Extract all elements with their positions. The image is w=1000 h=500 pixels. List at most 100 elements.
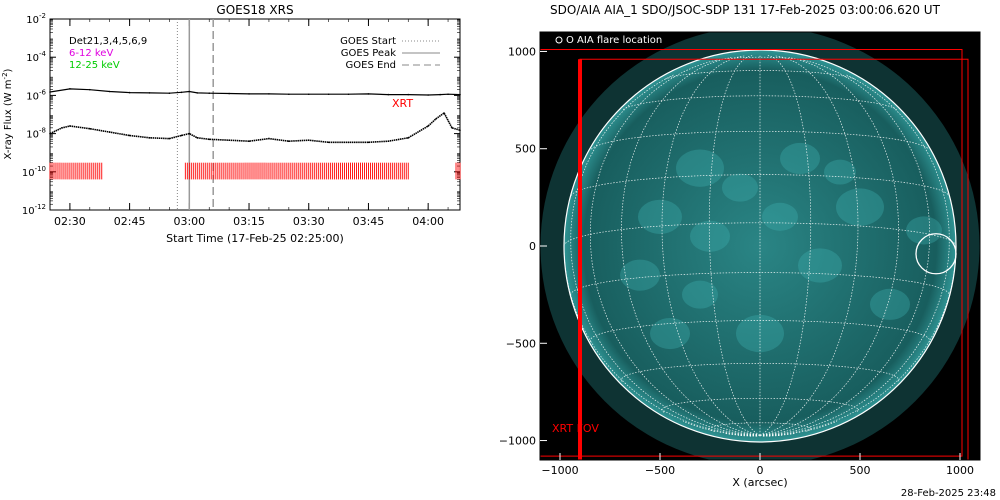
goes-data-point — [459, 93, 461, 96]
active-region-glow — [650, 317, 690, 350]
aia-x-axis-label: X (arcsec) — [732, 476, 787, 489]
goes-y-tick-exp: -8 — [39, 127, 46, 135]
goes-y-tick-exp: -10 — [35, 165, 46, 173]
goes-y-axis-label-close: ) — [3, 68, 14, 72]
goes-data-point — [89, 88, 91, 91]
goes-x-tick-label: 03:15 — [233, 215, 265, 228]
goes-x-tick-label: 03:30 — [293, 215, 325, 228]
goes-y-tick-base: 10 — [22, 168, 35, 179]
xrt-coverage-bars — [49, 162, 461, 180]
aia-axis-ticks: −1000 −500 0 500 1000 1000 500 0 −500 −1000 — [500, 45, 974, 477]
grid-meridian — [759, 55, 812, 436]
grid-meridian — [759, 55, 859, 436]
goes-y-tick-exp: -4 — [39, 50, 47, 58]
goes-event-legend-label: GOES End — [346, 60, 396, 71]
goes-y-tick-exp: -2 — [39, 12, 46, 20]
goes-x-tick-label: 02:30 — [54, 215, 86, 228]
goes-data-point — [168, 137, 171, 140]
goes-data-point — [180, 134, 183, 137]
goes-data-point — [180, 91, 183, 94]
footer-timestamp: 28-Feb-2025 23:48 — [900, 488, 996, 499]
goes-channel-legend-item: 12-25 keV — [69, 60, 120, 71]
goes-data-point — [288, 140, 290, 143]
grid-meridian — [759, 74, 950, 436]
grid-parallel — [708, 422, 812, 432]
goes-y-tick-exp: -12 — [35, 203, 46, 211]
grid-parallel — [621, 363, 899, 382]
goes-data-point — [228, 92, 230, 95]
goes-data-point — [168, 92, 171, 95]
goes-data-point — [208, 92, 211, 95]
goes-data-point — [327, 93, 330, 96]
goes-data-point — [148, 137, 151, 139]
goes-data-point — [443, 112, 445, 114]
flare-location-circle — [915, 233, 957, 275]
goes-series-line — [49, 88, 461, 96]
goes-data-point — [367, 141, 370, 144]
goes-plot-frame — [49, 18, 461, 211]
goes-data-point — [196, 92, 199, 94]
aia-x-tick-label: 500 — [850, 464, 871, 477]
active-region-glow — [690, 220, 730, 252]
goes-y-tick-base: 10 — [26, 130, 39, 141]
grid-parallel — [590, 130, 930, 150]
xrt-fov-outer — [540, 49, 963, 457]
goes-data-point — [128, 91, 131, 94]
goes-data-point — [387, 93, 390, 96]
goes-channel-legend-item: 6-12 keV — [69, 48, 113, 59]
goes-data-point — [89, 127, 91, 130]
grid-parallel — [570, 272, 950, 296]
aia-x-tick-label: −500 — [645, 464, 675, 477]
goes-data-point — [347, 93, 350, 96]
goes-y-tick-exp: -6 — [39, 88, 47, 96]
active-region-glow — [722, 173, 758, 202]
active-region-glow — [762, 202, 798, 231]
grid-meridian — [682, 420, 761, 436]
xrt-fov-label: XRT FOV — [552, 422, 599, 435]
aia-y-tick-label: 1000 — [508, 45, 536, 58]
goes-data-point — [439, 93, 441, 96]
goes-data-point — [248, 140, 250, 143]
goes-data-point — [288, 93, 290, 96]
active-region-glow — [906, 216, 942, 245]
goes-data-point — [407, 137, 410, 139]
goes-y-tick-label: 10-6 — [26, 88, 46, 102]
goes-y-axis-label-text: X-ray Flux (W m — [3, 79, 14, 159]
grid-meridian — [621, 57, 761, 436]
grid-meridian — [759, 57, 899, 436]
active-region-glow — [638, 199, 682, 234]
active-region-glow — [682, 280, 718, 309]
goes-data-point — [49, 91, 51, 93]
goes-data-point — [307, 139, 310, 142]
goes-y-tick-label: 10-4 — [26, 50, 46, 64]
goes-data-point — [196, 137, 199, 139]
goes-y-axis-label-exp: -2 — [1, 72, 9, 79]
aia-image-chart: SDO/AIA AIA_1 SDO/JSOC-SDP 131 17-Feb-20… — [500, 3, 981, 489]
goes-data-point — [248, 93, 250, 95]
goes-chart-title: GOES18 XRS — [216, 3, 293, 17]
goes-data-point — [367, 93, 370, 95]
grid-meridian — [589, 59, 761, 436]
active-region-glow — [836, 188, 884, 226]
goes-xrt-label: XRT — [392, 97, 413, 110]
flare-legend-marker — [555, 36, 563, 44]
active-region-glow — [780, 142, 820, 175]
goes-data-point — [447, 93, 449, 96]
aia-y-tick-label: −500 — [506, 337, 536, 350]
goes-y-tick-label: 10-8 — [26, 127, 46, 141]
active-region-glow — [620, 259, 660, 291]
aia-x-tick-label: 0 — [757, 464, 764, 477]
goes-y-axis-label: X-ray Flux (W m-2) — [1, 68, 14, 159]
goes-event-legend-label: GOES Start — [340, 36, 396, 47]
goes-data-point — [228, 139, 230, 142]
grid-meridian — [759, 59, 931, 436]
goes-xrs-chart: GOES18 XRS 10-210-410-610-810-1010-1202:… — [1, 3, 461, 245]
goes-data-point — [427, 125, 429, 127]
grid-parallel — [589, 320, 931, 342]
active-region-glow — [870, 288, 910, 320]
grid-meridian — [661, 55, 761, 436]
active-region-glow — [798, 248, 842, 283]
aia-y-tick-label: −1000 — [500, 435, 536, 448]
goes-x-tick-label: 03:00 — [173, 215, 205, 228]
